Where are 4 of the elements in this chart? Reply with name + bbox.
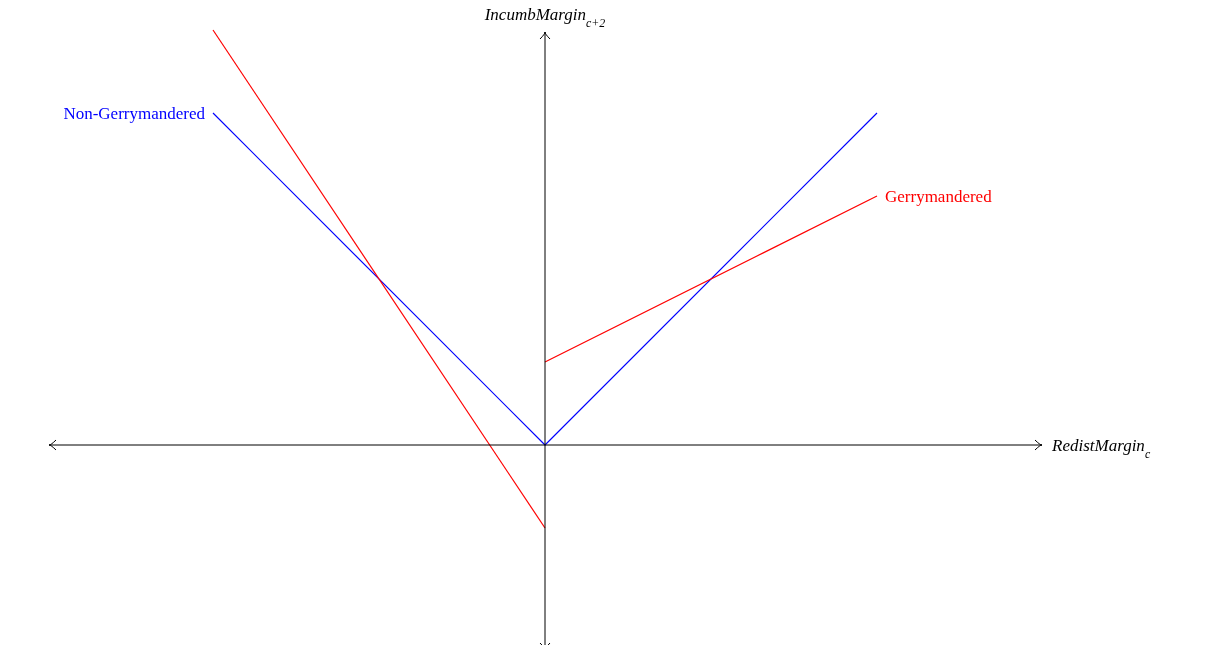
y-axis-title: IncumbMargin$_{c+2}$ <box>483 5 606 30</box>
series-label: Non-Gerrymandered <box>63 103 206 123</box>
series-label: Gerrymandered <box>885 186 993 206</box>
x-axis-title: RedistMargin$_{c}$ <box>1051 435 1151 461</box>
